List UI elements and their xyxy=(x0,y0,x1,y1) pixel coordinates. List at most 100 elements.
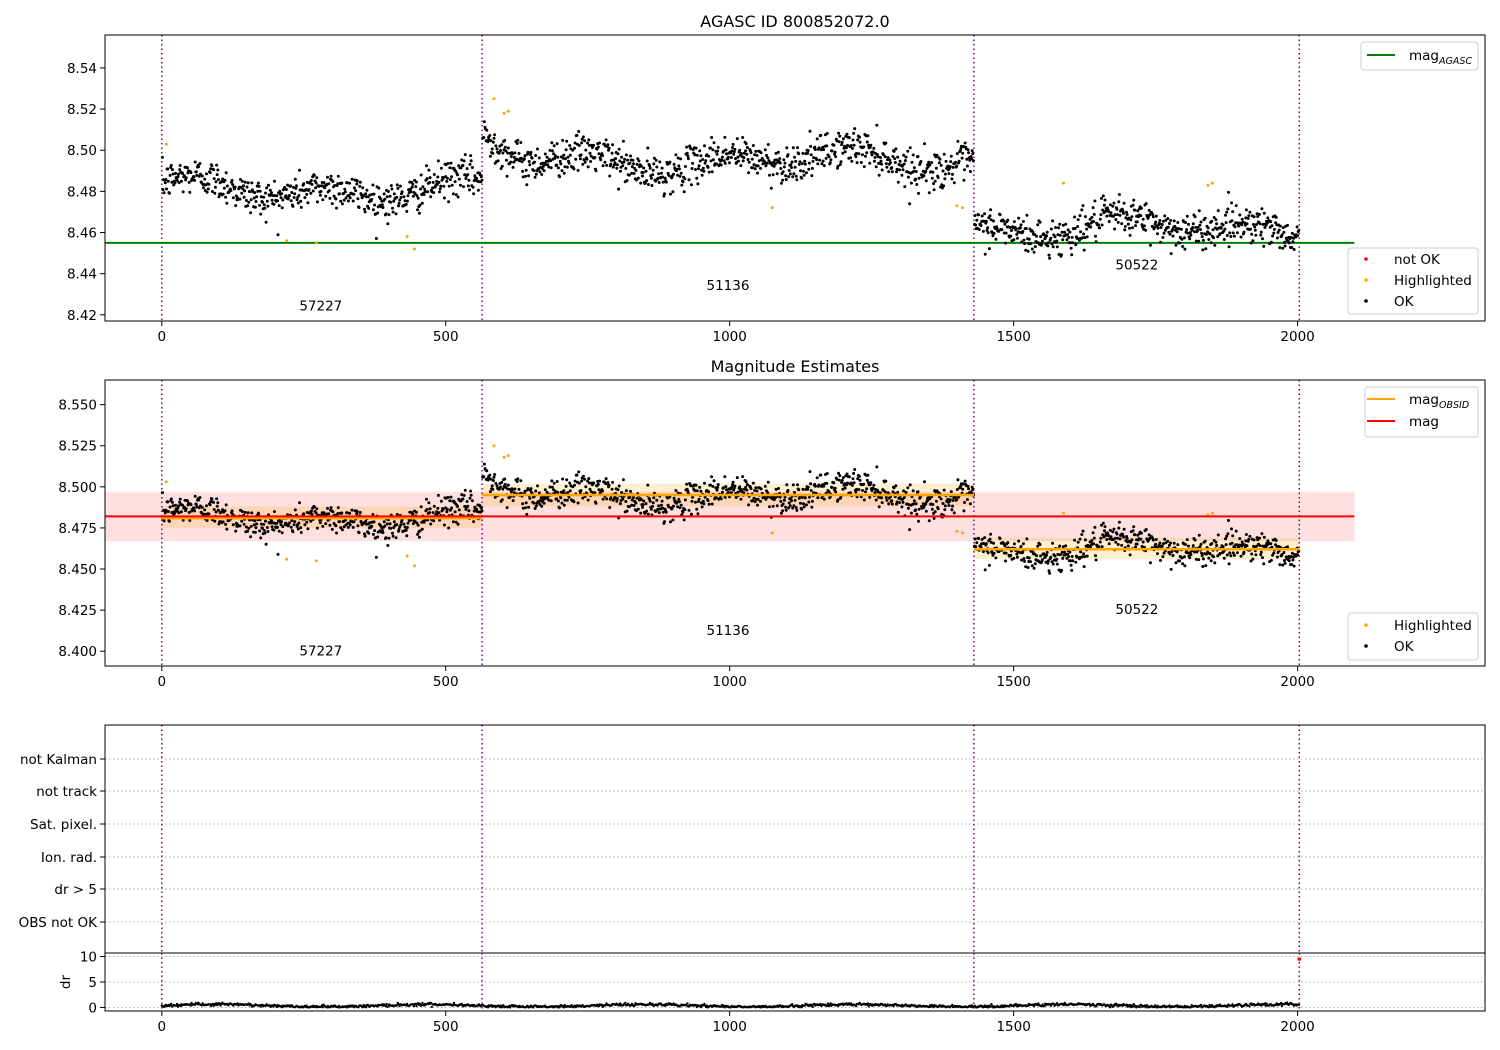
ok-point xyxy=(651,173,655,177)
ok-point xyxy=(447,200,451,204)
ok-point xyxy=(1012,238,1016,242)
ok-point xyxy=(388,522,392,526)
ok-point xyxy=(1290,563,1294,566)
ok-point xyxy=(565,139,569,143)
x-tick-label: 500 xyxy=(433,674,459,690)
ok-point xyxy=(1025,213,1029,217)
ok-point xyxy=(315,200,319,204)
ok-point xyxy=(615,497,619,500)
ok-point xyxy=(1278,563,1282,567)
ok-point xyxy=(651,501,655,505)
ok-point xyxy=(392,520,396,524)
ok-point xyxy=(955,498,959,502)
ok-point xyxy=(492,136,496,140)
ok-point xyxy=(790,160,794,164)
ok-point xyxy=(975,218,979,222)
ok-point xyxy=(893,161,897,164)
ok-point xyxy=(956,139,960,143)
ok-point xyxy=(1290,231,1294,235)
ok-point xyxy=(632,162,635,166)
ok-point xyxy=(1144,202,1148,206)
ok-point xyxy=(661,175,665,179)
ok-point xyxy=(652,162,656,166)
ok-point xyxy=(1029,242,1032,246)
ok-point xyxy=(305,180,309,184)
y-tick-label: 8.44 xyxy=(67,267,97,283)
ok-point xyxy=(500,481,504,484)
ok-point xyxy=(804,171,808,175)
ok-point xyxy=(1118,537,1122,541)
ok-point xyxy=(411,182,415,186)
ok-point xyxy=(374,555,378,559)
ok-point xyxy=(1251,239,1255,243)
ok-point xyxy=(977,213,981,217)
ok-point xyxy=(615,166,619,170)
ok-point xyxy=(745,146,749,149)
ok-point xyxy=(521,502,525,506)
ok-point xyxy=(624,167,628,170)
ok-point xyxy=(1135,542,1139,546)
ok-point xyxy=(847,136,851,140)
y-tick-label: 8.400 xyxy=(58,644,97,660)
ok-point xyxy=(536,484,539,488)
ok-point xyxy=(661,510,665,514)
ok-point xyxy=(1173,224,1177,228)
ok-point xyxy=(262,522,266,526)
ok-point xyxy=(702,169,706,173)
ok-point xyxy=(242,184,245,188)
ok-point xyxy=(225,527,229,531)
ok-point xyxy=(361,186,365,190)
ok-point xyxy=(1046,561,1050,565)
ok-point xyxy=(667,173,671,177)
ok-point xyxy=(1222,556,1226,560)
ok-point xyxy=(781,502,785,506)
ok-point xyxy=(701,158,705,161)
ok-point xyxy=(499,149,502,152)
ok-point xyxy=(169,497,173,501)
ok-point xyxy=(564,148,568,152)
ok-point xyxy=(856,138,860,142)
ok-point xyxy=(371,208,375,212)
ok-point xyxy=(711,148,715,152)
ok-point xyxy=(217,195,221,199)
ok-point xyxy=(297,521,301,525)
ok-point xyxy=(429,522,433,526)
ok-point xyxy=(491,151,495,155)
ok-point xyxy=(1193,550,1196,554)
ok-point xyxy=(634,501,638,505)
dr-point xyxy=(405,1002,409,1006)
ok-point xyxy=(416,532,420,536)
ok-point xyxy=(909,511,913,515)
ok-point xyxy=(766,480,770,484)
ok-point xyxy=(229,189,233,192)
ok-point xyxy=(1225,553,1229,557)
ok-point xyxy=(850,159,854,163)
ok-point xyxy=(312,173,316,177)
ok-point xyxy=(384,536,388,540)
ok-point xyxy=(1242,230,1246,234)
ok-point xyxy=(767,159,771,163)
ok-point xyxy=(416,523,420,527)
ok-point xyxy=(1023,559,1026,563)
legend-label: Highlighted xyxy=(1394,273,1472,289)
ok-point xyxy=(773,162,777,166)
ok-point xyxy=(1051,219,1055,223)
ok-point xyxy=(636,507,640,511)
ok-point xyxy=(691,161,695,165)
ok-point xyxy=(1126,544,1130,548)
ok-point xyxy=(314,511,318,515)
ok-point xyxy=(305,511,309,514)
ok-point xyxy=(315,526,319,530)
ok-point xyxy=(565,165,569,169)
ok-point xyxy=(894,147,898,151)
ok-point xyxy=(1212,236,1216,240)
ok-point xyxy=(556,499,560,503)
ok-point xyxy=(728,161,731,165)
ok-point xyxy=(1058,233,1062,237)
ok-point xyxy=(943,172,947,176)
ok-point xyxy=(340,202,344,206)
ok-point xyxy=(906,506,910,510)
ok-point xyxy=(587,143,591,147)
ok-point xyxy=(916,490,920,494)
ok-point xyxy=(715,152,719,156)
